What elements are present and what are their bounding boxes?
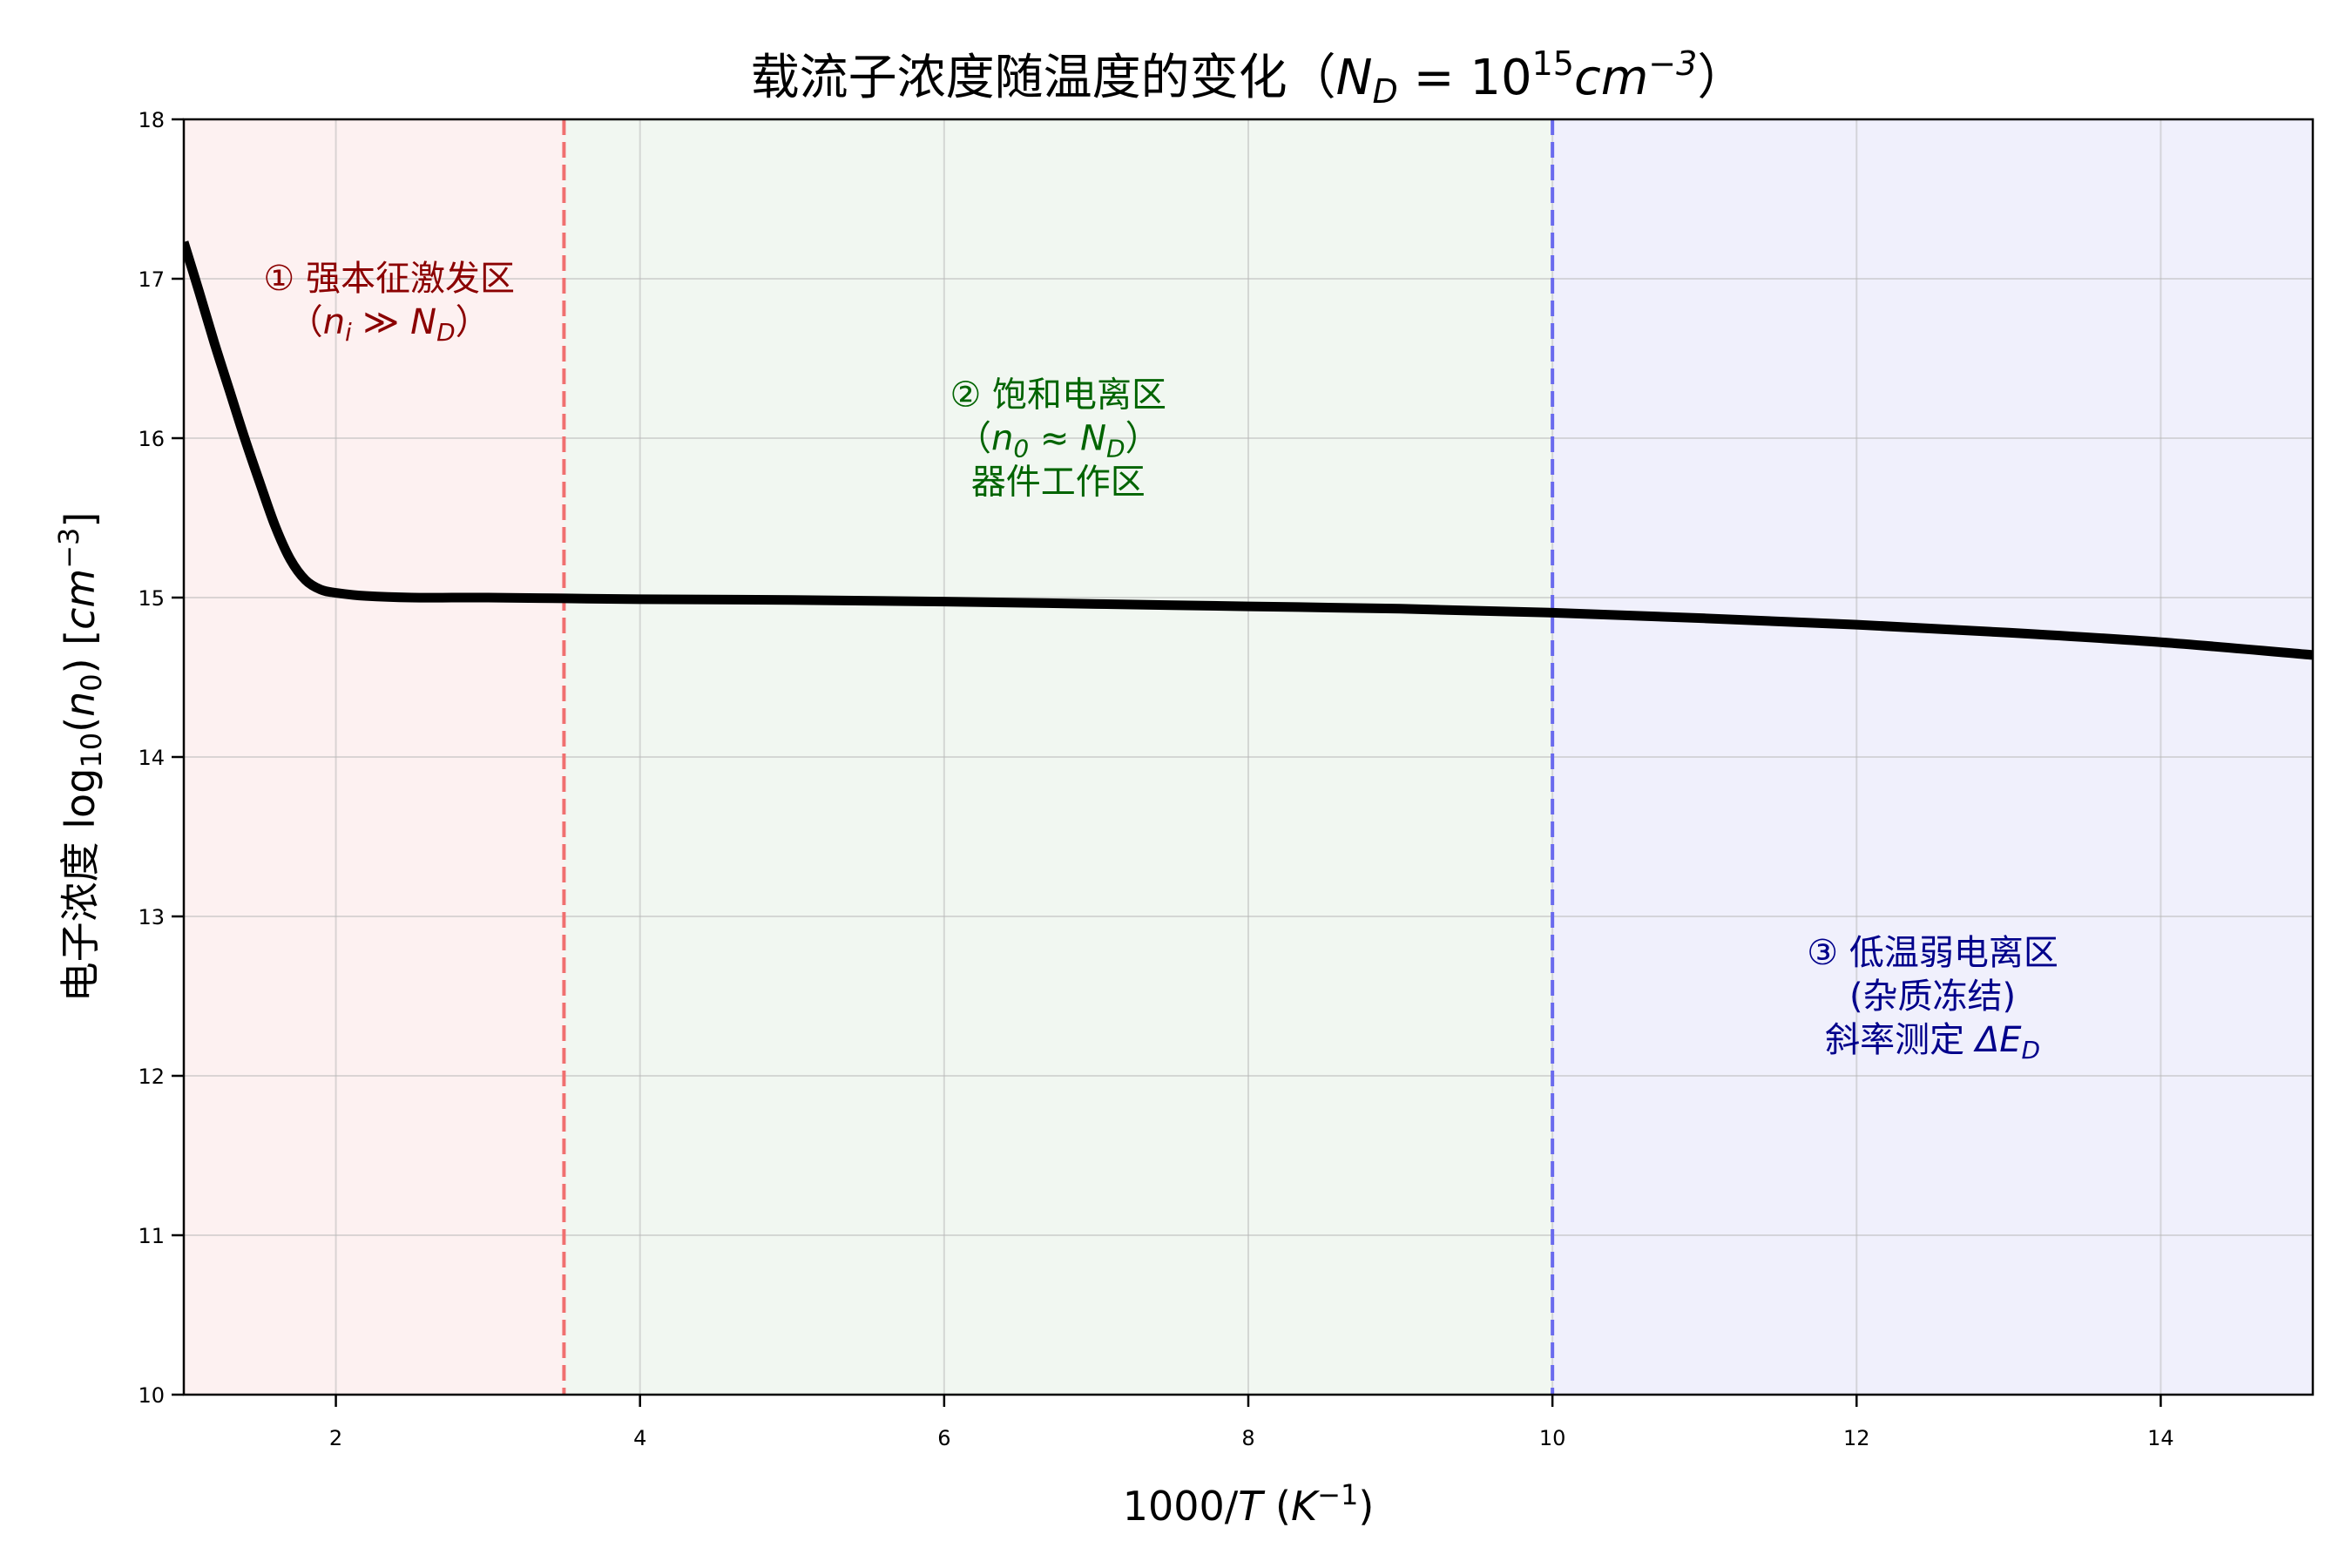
x-axis: 2 4 6 8 10 12 14	[329, 1395, 2174, 1450]
y-tick-label: 11	[138, 1224, 165, 1248]
annotation-line: （n0 ≈ ND）	[956, 418, 1160, 463]
plot-line	[184, 240, 2313, 660]
y-tick-label: 17	[138, 267, 165, 292]
annotation-line: 斜率测定 ΔED	[1825, 1020, 2040, 1064]
x-tick-label: 12	[1843, 1426, 1870, 1450]
x-tick-label: 2	[329, 1426, 342, 1450]
annotation-line: (杂质冻结)	[1849, 977, 2016, 1017]
chart-title: 载流子浓度随温度的变化（ND = 1015cm−3）	[751, 44, 1747, 111]
y-tick-label: 10	[138, 1383, 165, 1408]
x-tick-label: 14	[2147, 1426, 2174, 1450]
y-axis: 10 11 12 13 14 15 16 17 18	[138, 108, 184, 1408]
annotation-line: （ni ≫ ND）	[288, 302, 490, 347]
annotation-line: ③ 低温弱电离区	[1807, 933, 2058, 973]
y-tick-label: 12	[138, 1064, 165, 1089]
annotation-line: ② 饱和电离区	[950, 375, 1166, 415]
y-tick-label: 18	[138, 108, 165, 132]
annotation-line: ① 强本征激发区	[263, 259, 515, 299]
annotations: ① 强本征激发区（ni ≫ ND） ② 饱和电离区（n0 ≈ ND）器件工作区 ③ …	[263, 259, 2058, 1064]
y-axis-label: 电子浓度 log10(n0) [cm−3]	[52, 512, 108, 1003]
y-tick-label: 14	[138, 746, 165, 770]
x-tick-label: 8	[1241, 1426, 1254, 1450]
y-tick-label: 13	[138, 905, 165, 929]
x-tick-label: 10	[1539, 1426, 1566, 1450]
y-tick-label: 16	[138, 427, 165, 451]
annotation-freeze-out: ③ 低温弱电离区(杂质冻结)斜率测定 ΔED	[1807, 933, 2058, 1064]
annotation-saturation: ② 饱和电离区（n0 ≈ ND）器件工作区	[950, 375, 1166, 502]
x-tick-label: 6	[937, 1426, 950, 1450]
concentration-curve	[184, 240, 2313, 660]
x-tick-label: 4	[633, 1426, 646, 1450]
annotation-intrinsic: ① 强本征激发区（ni ≫ ND）	[263, 259, 515, 347]
y-tick-label: 15	[138, 586, 165, 611]
annotation-line: 器件工作区	[971, 462, 1146, 502]
vlines	[562, 119, 1555, 1395]
x-axis-label: 1000/T (K−1)	[1123, 1478, 1375, 1530]
